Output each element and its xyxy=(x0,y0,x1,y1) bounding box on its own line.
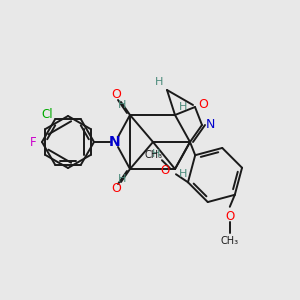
Text: H: H xyxy=(179,102,187,112)
Text: N: N xyxy=(205,118,215,131)
Text: H: H xyxy=(118,174,126,184)
Text: H: H xyxy=(152,149,160,159)
Text: H: H xyxy=(155,77,163,87)
Text: Cl: Cl xyxy=(41,108,53,121)
Text: H: H xyxy=(179,169,187,179)
Text: O: O xyxy=(111,88,121,101)
Text: O: O xyxy=(160,164,170,177)
Text: CH₃: CH₃ xyxy=(221,236,239,246)
Text: CH₃: CH₃ xyxy=(145,150,163,160)
Text: N: N xyxy=(109,135,121,149)
Text: H: H xyxy=(118,100,126,110)
Text: F: F xyxy=(30,136,36,148)
Text: O: O xyxy=(225,210,234,223)
Text: O: O xyxy=(198,98,208,110)
Text: O: O xyxy=(111,182,121,196)
